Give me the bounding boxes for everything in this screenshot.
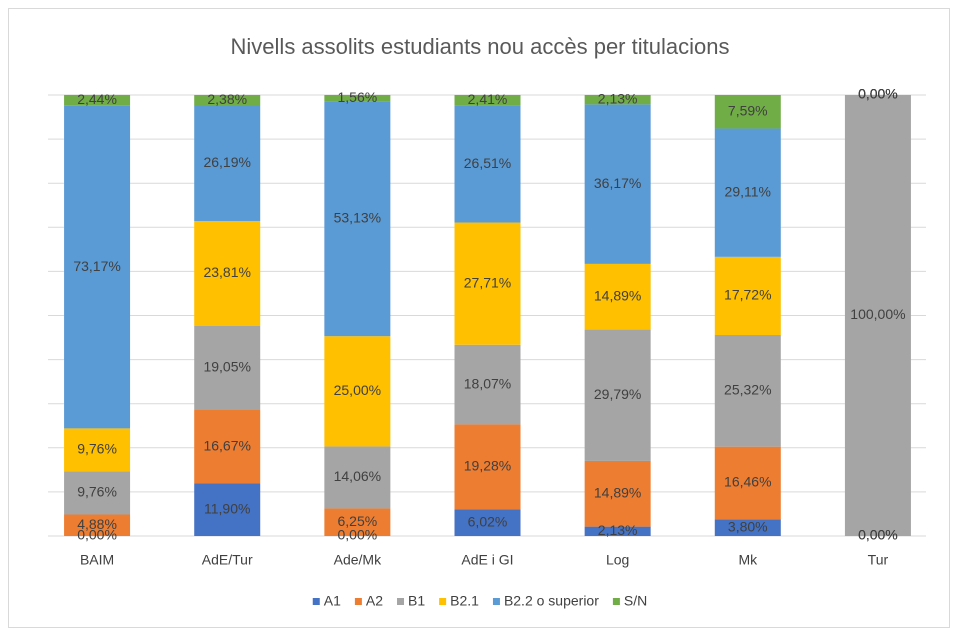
bar-segment [714, 519, 781, 536]
data-label: 9,76% [77, 441, 117, 457]
data-label: 17,72% [724, 287, 771, 303]
data-label: 2,13% [598, 522, 638, 538]
legend-label: S/N [624, 593, 647, 609]
data-label: 0,00% [858, 86, 898, 102]
data-label: 0,00% [338, 527, 378, 543]
bar-segment [194, 325, 261, 411]
bar-segment [324, 508, 391, 536]
legend-label: A2 [366, 593, 383, 609]
data-label: 0,00% [77, 527, 117, 543]
bar-segment [714, 334, 781, 447]
bar-segment [194, 95, 261, 106]
data-label: 9,76% [77, 484, 117, 500]
legend-marker [397, 598, 405, 605]
bar-segment [584, 460, 651, 527]
data-label: 4,88% [77, 516, 117, 532]
data-label: 2,38% [207, 91, 247, 107]
x-tick-label: AdE i GI [461, 552, 513, 568]
data-label: 14,06% [334, 468, 381, 484]
bar-segment [584, 263, 651, 330]
data-label: 14,89% [594, 484, 641, 500]
legend-label: A1 [324, 593, 341, 609]
data-label: 100,00% [850, 306, 905, 322]
bar-segment [714, 128, 781, 257]
legend-label: B1 [408, 593, 425, 609]
data-label: 19,05% [203, 359, 250, 375]
legend-marker [612, 598, 620, 605]
bar-segment [324, 95, 391, 102]
data-label: 11,90% [204, 500, 250, 516]
bar-segment [64, 94, 131, 106]
bar-segment [454, 105, 521, 223]
bar-segment [714, 446, 781, 520]
bar-segment [844, 95, 911, 536]
data-label: 0,00% [858, 527, 898, 543]
x-tick-label: Ade/Mk [334, 552, 382, 568]
data-label: 25,00% [334, 382, 381, 398]
bar-segment [64, 471, 131, 515]
data-label: 19,28% [464, 458, 511, 474]
legend-label: B2.2 o superior [504, 593, 599, 609]
bar-segment [64, 105, 131, 429]
chart-title: Nivells assolits estudiants nou accès pe… [231, 34, 730, 59]
x-tick-label: Tur [868, 552, 889, 568]
data-label: 3,80% [728, 518, 768, 534]
data-label: 14,89% [594, 287, 641, 303]
data-label: 23,81% [203, 264, 250, 280]
bar-segment [324, 446, 391, 509]
data-label: 16,67% [203, 437, 250, 453]
bar-segment [584, 526, 651, 536]
data-label: 6,25% [338, 513, 378, 529]
x-tick-label: Mk [738, 552, 758, 568]
data-label: 0,00% [858, 86, 898, 102]
data-label: 73,17% [73, 258, 120, 274]
legend-marker [492, 598, 500, 605]
bar-segment [584, 329, 651, 461]
legend-marker [439, 598, 447, 605]
bar-segment [64, 428, 131, 472]
data-label: 2,44% [77, 91, 117, 107]
bar-segment [714, 256, 781, 335]
legend-marker [312, 598, 320, 605]
data-label: 2,41% [468, 91, 508, 107]
bar-segment [584, 104, 651, 264]
legend-label: B2.1 [450, 593, 479, 609]
data-label: 0,00% [858, 86, 898, 102]
x-tick-label: BAIM [80, 552, 114, 568]
bar-segment [454, 95, 521, 106]
bar-segment [454, 424, 521, 510]
bar-segment [454, 509, 521, 536]
data-label: 53,13% [334, 210, 381, 226]
bar-segment [714, 95, 781, 129]
data-label: 2,13% [598, 90, 638, 106]
bar-segment [324, 101, 391, 337]
data-label: 29,11% [725, 183, 771, 199]
bar-segment [194, 483, 261, 536]
bar-segment [194, 105, 261, 221]
bar-segment [454, 344, 521, 425]
bar-segment [194, 220, 261, 326]
data-label: 0,00% [858, 527, 898, 543]
x-tick-label: AdE/Tur [202, 552, 253, 568]
data-label: 26,19% [203, 154, 250, 170]
x-tick-label: Log [606, 552, 629, 568]
legend-marker [354, 598, 362, 605]
data-label: 26,51% [464, 155, 511, 171]
data-label: 16,46% [724, 474, 771, 490]
data-label: 25,32% [724, 382, 771, 398]
bar-segment [194, 410, 261, 484]
bar-segment [584, 95, 651, 105]
bar-segment [64, 514, 131, 536]
data-label: 1,56% [338, 89, 378, 105]
data-label: 6,02% [468, 513, 508, 529]
data-label: 27,71% [464, 274, 511, 290]
data-label: 29,79% [594, 386, 641, 402]
bar-segment [454, 222, 521, 345]
data-label: 7,59% [728, 102, 768, 118]
data-label: 36,17% [594, 175, 641, 191]
data-label: 18,07% [464, 375, 511, 391]
bar-segment [324, 336, 391, 447]
